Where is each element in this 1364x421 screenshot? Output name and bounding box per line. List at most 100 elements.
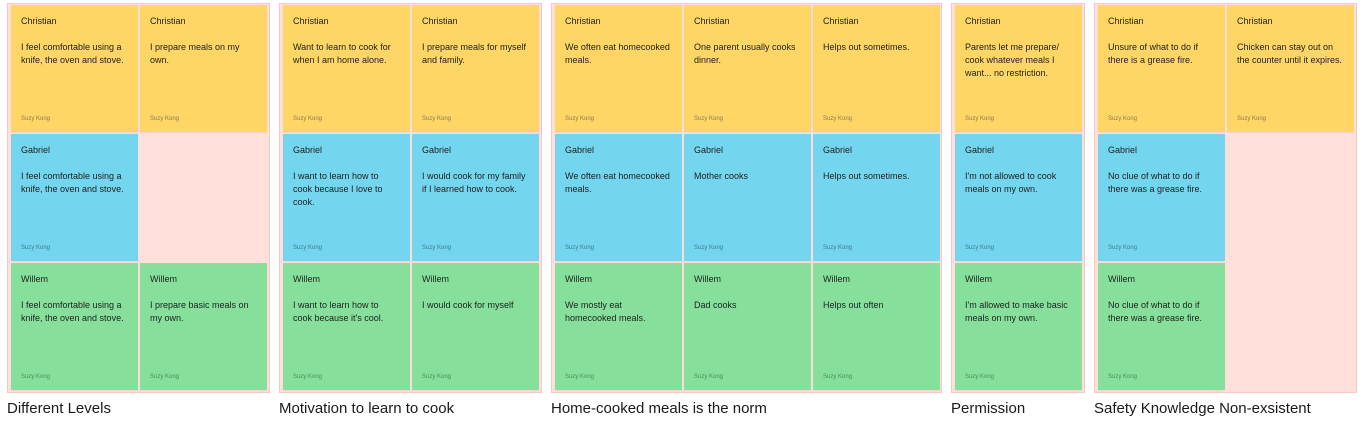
sticky-note[interactable]: Willem I would cook for myself Suzy Kong [412,263,539,390]
sticky-note[interactable]: Christian Unsure of what to do if there … [1098,5,1225,132]
note-author: Gabriel [422,145,452,155]
sticky-note[interactable]: Gabriel I would cook for my family if I … [412,134,539,261]
note-byline: Suzy Kong [694,374,724,380]
note-author: Gabriel [293,145,323,155]
note-author: Willem [293,274,320,284]
note-byline: Suzy Kong [965,374,995,380]
note-byline: Suzy Kong [823,374,853,380]
sticky-note[interactable]: Willem I'm allowed to make basic meals o… [955,263,1082,390]
sticky-note[interactable]: Christian Parents let me prepare/ cook w… [955,5,1082,132]
sticky-note[interactable]: Christian Want to learn to cook for when… [283,5,410,132]
note-byline: Suzy Kong [694,116,724,122]
sticky-note[interactable]: Willem I prepare basic meals on my own. … [140,263,267,390]
cluster-safety-knowledge[interactable]: Christian Unsure of what to do if there … [1094,3,1357,393]
note-text: I feel comfortable using a knife, the ov… [21,300,124,323]
note-byline: Suzy Kong [21,245,51,251]
note-text: I prepare basic meals on my own. [150,300,249,323]
cluster-title[interactable]: Home-cooked meals is the norm [551,400,767,417]
cluster-title[interactable]: Different Levels [7,400,111,417]
cluster-different-levels[interactable]: Christian I feel comfortable using a kni… [7,3,270,393]
sticky-note[interactable]: Willem I want to learn how to cook becau… [283,263,410,390]
cluster-title[interactable]: Safety Knowledge Non-exsistent [1094,400,1311,417]
sticky-note[interactable]: Gabriel We often eat homecooked meals. S… [555,134,682,261]
sticky-note[interactable]: Christian Chicken can stay out on the co… [1227,5,1354,132]
note-author: Gabriel [965,145,995,155]
note-byline: Suzy Kong [1108,374,1138,380]
note-text: No clue of what to do if there was a gre… [1108,300,1203,323]
note-author: Willem [965,274,992,284]
note-byline: Suzy Kong [823,116,853,122]
note-author: Christian [1237,16,1273,26]
sticky-note[interactable]: Gabriel I'm not allowed to cook meals on… [955,134,1082,261]
note-text: I'm not allowed to cook meals on my own. [965,171,1057,194]
note-text: Parents let me prepare/ cook whatever me… [965,42,1060,78]
sticky-note[interactable]: Christian I prepare meals for myself and… [412,5,539,132]
note-author: Gabriel [1108,145,1138,155]
note-author: Christian [1108,16,1144,26]
note-author: Willem [1108,274,1135,284]
note-author: Willem [422,274,449,284]
note-author: Willem [21,274,48,284]
note-byline: Suzy Kong [1237,116,1267,122]
note-byline: Suzy Kong [1108,245,1138,251]
sticky-note[interactable]: Willem We mostly eat homecooked meals. S… [555,263,682,390]
note-byline: Suzy Kong [422,245,452,251]
note-text: I'm allowed to make basic meals on my ow… [965,300,1068,323]
note-text: I prepare meals for myself and family. [422,42,527,65]
note-byline: Suzy Kong [565,374,595,380]
cluster-title[interactable]: Permission [951,400,1026,417]
note-text: We mostly eat homecooked meals. [565,300,646,323]
note-author: Christian [150,16,186,26]
note-text: Unsure of what to do if there is a greas… [1108,42,1199,65]
cluster-title[interactable]: Motivation to learn to cook [279,400,455,417]
note-text: Helps out often [823,300,884,310]
sticky-note[interactable]: Willem Dad cooks Suzy Kong [684,263,811,390]
sticky-note[interactable]: Christian I feel comfortable using a kni… [11,5,138,132]
note-text: I prepare meals on my own. [150,42,240,65]
sticky-note[interactable]: Gabriel I want to learn how to cook beca… [283,134,410,261]
sticky-note[interactable]: Christian Helps out sometimes. Suzy Kong [813,5,940,132]
note-author: Willem [150,274,177,284]
sticky-note[interactable]: Gabriel I feel comfortable using a knife… [11,134,138,261]
sticky-note[interactable]: Willem Helps out often Suzy Kong [813,263,940,390]
sticky-note[interactable]: Willem I feel comfortable using a knife,… [11,263,138,390]
note-text: I feel comfortable using a knife, the ov… [21,42,124,65]
note-author: Gabriel [694,145,724,155]
note-text: No clue of what to do if there was a gre… [1108,171,1203,194]
note-byline: Suzy Kong [965,116,995,122]
note-author: Gabriel [823,145,853,155]
note-text: I want to learn how to cook because I lo… [293,171,383,207]
note-author: Gabriel [21,145,51,155]
note-byline: Suzy Kong [422,116,452,122]
sticky-note[interactable]: Gabriel Mother cooks Suzy Kong [684,134,811,261]
note-author: Christian [293,16,329,26]
note-byline: Suzy Kong [565,245,595,251]
note-byline: Suzy Kong [150,116,180,122]
sticky-note[interactable]: Christian We often eat homecooked meals.… [555,5,682,132]
note-text: Mother cooks [694,171,749,181]
cluster-permission[interactable]: Christian Parents let me prepare/ cook w… [951,3,1085,393]
sticky-note[interactable]: Gabriel No clue of what to do if there w… [1098,134,1225,261]
note-text: I would cook for myself [422,300,514,310]
sticky-note[interactable]: Christian One parent usually cooks dinne… [684,5,811,132]
note-author: Christian [21,16,57,26]
cluster-home-cooked[interactable]: Christian We often eat homecooked meals.… [551,3,942,393]
note-author: Christian [823,16,859,26]
note-byline: Suzy Kong [823,245,853,251]
note-byline: Suzy Kong [422,374,452,380]
note-author: Christian [565,16,601,26]
sticky-note[interactable]: Willem No clue of what to do if there wa… [1098,263,1225,390]
note-byline: Suzy Kong [1108,116,1138,122]
note-text: We often eat homecooked meals. [565,42,670,65]
sticky-note[interactable]: Gabriel Helps out sometimes. Suzy Kong [813,134,940,261]
sticky-note[interactable]: Christian I prepare meals on my own. Suz… [140,5,267,132]
note-text: I would cook for my family if I learned … [422,171,526,194]
cluster-motivation[interactable]: Christian Want to learn to cook for when… [279,3,542,393]
note-author: Willem [565,274,592,284]
note-text: I feel comfortable using a knife, the ov… [21,171,124,194]
note-byline: Suzy Kong [21,374,51,380]
note-text: Helps out sometimes. [823,171,910,181]
note-author: Christian [422,16,458,26]
note-text: We often eat homecooked meals. [565,171,670,194]
note-byline: Suzy Kong [293,374,323,380]
